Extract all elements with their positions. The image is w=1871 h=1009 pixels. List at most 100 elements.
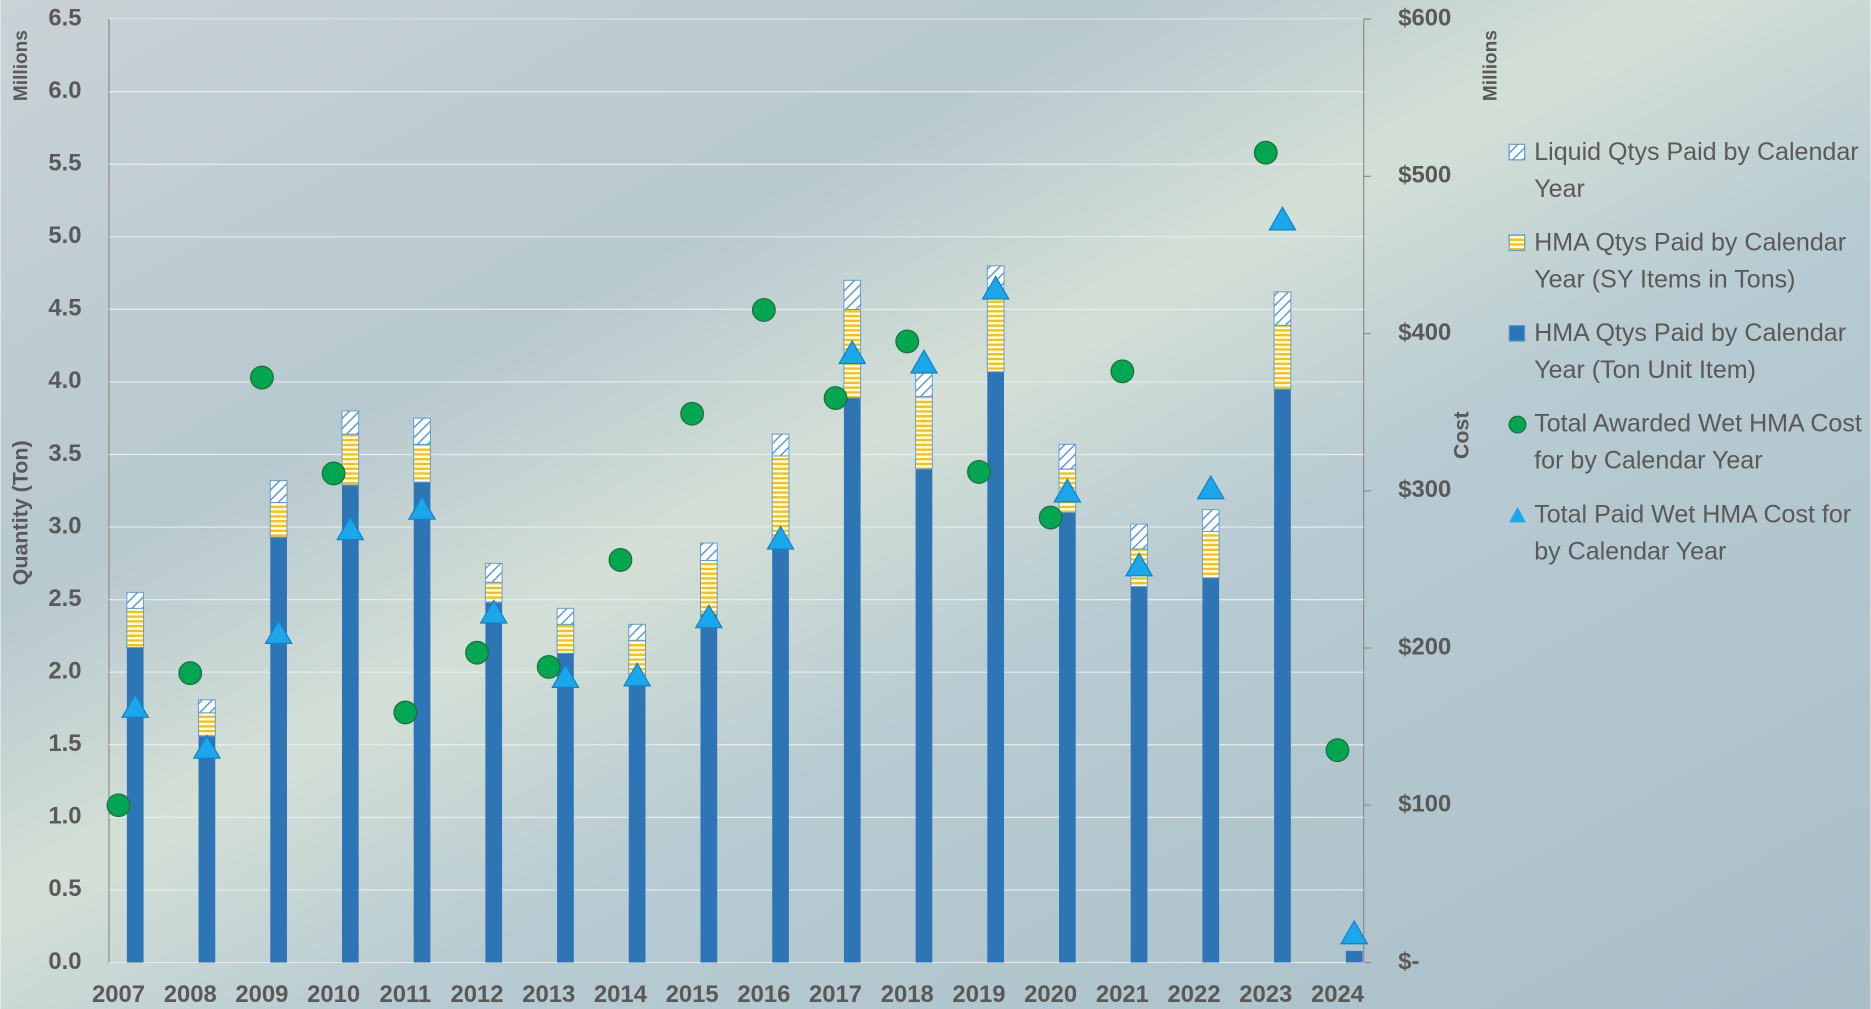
bar-segment	[1201, 509, 1220, 532]
bar-segment	[556, 623, 575, 654]
scatter-point	[1268, 206, 1297, 231]
swatch-shape	[1508, 143, 1526, 161]
x-tick-label: 2013	[522, 981, 575, 1008]
y-axis-label: Quantity (Ton)	[9, 440, 33, 585]
scatter-point	[1253, 140, 1278, 165]
scatter-point	[106, 793, 131, 818]
x-tick-label: 2016	[737, 981, 790, 1008]
y2-tick-label: $500	[1398, 162, 1451, 189]
bar-segment	[986, 297, 1005, 373]
y-tick-label: 5.5	[48, 150, 81, 177]
bar-segment	[915, 371, 933, 397]
bar-segment	[269, 501, 288, 538]
x-tick-label: 2008	[164, 981, 217, 1008]
y-tick-label: 4.0	[48, 367, 81, 394]
legend-box: Liquid Qtys Paid by Calendar Year HMA Qty…	[1508, 134, 1866, 571]
legend-label: HMA Qtys Paid by Calendar Year (Ton Unit…	[1534, 319, 1847, 385]
bar-segment	[269, 480, 288, 503]
scatter-point	[823, 386, 848, 410]
legend-swatch	[1508, 143, 1526, 161]
bar-segment	[198, 736, 216, 963]
x-tick-label: 2012	[451, 981, 504, 1008]
scatter-point	[1124, 551, 1154, 577]
bar-segment	[771, 433, 790, 457]
bar-segment	[484, 562, 503, 583]
bar-segment	[126, 607, 145, 649]
y-unit: Millions	[11, 30, 32, 101]
bar-segment	[556, 607, 575, 625]
scatter-point	[551, 663, 580, 689]
legend-item: Liquid Qtys Paid by Calendar Year	[1508, 134, 1866, 208]
bar-segment	[198, 712, 216, 737]
y2-axis-label: Cost	[1449, 411, 1473, 459]
legend-item: HMA Qtys Paid by Calendar Year (Ton Unit…	[1508, 315, 1866, 389]
x-tick-label: 2022	[1168, 981, 1221, 1008]
bar-segment	[700, 542, 718, 561]
scatter-point	[321, 461, 346, 486]
x-tick-label: 2009	[235, 981, 288, 1008]
scatter-point	[192, 734, 222, 759]
x-tick-label: 2015	[666, 981, 719, 1008]
x-tick-label: 2021	[1096, 981, 1149, 1008]
bar-segment	[198, 699, 216, 714]
y-tick-label: 2.5	[48, 585, 81, 612]
swatch-shape	[1509, 506, 1526, 523]
y-tick-label: 0.5	[48, 875, 81, 902]
bar-segment	[1273, 324, 1292, 390]
y2-unit: Millions	[1480, 30, 1501, 101]
bar-segment	[1058, 443, 1077, 470]
x-tick-label: 2024	[1311, 981, 1365, 1008]
bar-segment	[700, 614, 718, 963]
y-tick-label: 0.0	[48, 948, 81, 975]
scatter-point	[694, 603, 723, 629]
scatter-point	[121, 693, 150, 718]
bar-segment	[987, 371, 1005, 963]
legend-swatch	[1508, 415, 1527, 434]
bar-segment	[341, 484, 359, 963]
legend-item: Total Paid Wet HMA Cost for by Calendar …	[1508, 496, 1866, 570]
x-tick-label: 2017	[809, 981, 862, 1008]
legend-item: HMA Qtys Paid by Calendar Year (SY Items…	[1508, 224, 1866, 298]
y-tick-label: 6.5	[48, 4, 81, 31]
x-tick-label: 2020	[1024, 981, 1077, 1008]
y-tick-label: 1.5	[48, 730, 81, 757]
scatter-point	[680, 401, 705, 426]
x-tick-label: 2018	[881, 981, 934, 1008]
scatter-point	[264, 619, 293, 645]
scatter-point	[608, 548, 633, 572]
bar-segment	[628, 683, 646, 963]
legend-label: Liquid Qtys Paid by Calendar Year	[1534, 138, 1859, 203]
y-tick-label: 2.0	[48, 658, 81, 685]
y2-tick-label: $300	[1398, 476, 1451, 503]
bar-segment	[628, 623, 646, 641]
legend-swatch	[1509, 506, 1526, 523]
bar-segment	[1345, 950, 1363, 963]
scatter-point	[407, 495, 437, 520]
bar-segment	[1130, 586, 1148, 963]
scatter-point	[838, 339, 867, 365]
y2-tick-label: $200	[1398, 633, 1451, 660]
y2-tick-label: $100	[1398, 791, 1451, 818]
x-tick-label: 2007	[92, 981, 145, 1008]
y-tick-label: 4.5	[48, 295, 81, 322]
scatter-point	[622, 662, 652, 687]
x-tick-label: 2019	[952, 981, 1005, 1008]
scatter-point	[1053, 478, 1082, 503]
bar-segment	[485, 602, 503, 963]
bar-segment	[557, 653, 574, 963]
bar-segment	[413, 417, 431, 445]
legend: Liquid Qtys Paid by Calendar Year HMA Qty…	[1508, 134, 1866, 571]
bar-segment	[413, 482, 431, 963]
bar-segment	[126, 647, 144, 963]
legend-item: Total Awarded Wet HMA Cost for by Calend…	[1508, 406, 1866, 480]
scatter-point	[336, 515, 365, 541]
scatter-point	[250, 365, 274, 390]
y2-tick-label: $-	[1398, 948, 1419, 975]
scatter-point	[895, 329, 920, 354]
y2-tick-label: $400	[1398, 319, 1451, 346]
bar-segment	[915, 469, 933, 963]
x-tick-label: 2014	[594, 981, 648, 1008]
